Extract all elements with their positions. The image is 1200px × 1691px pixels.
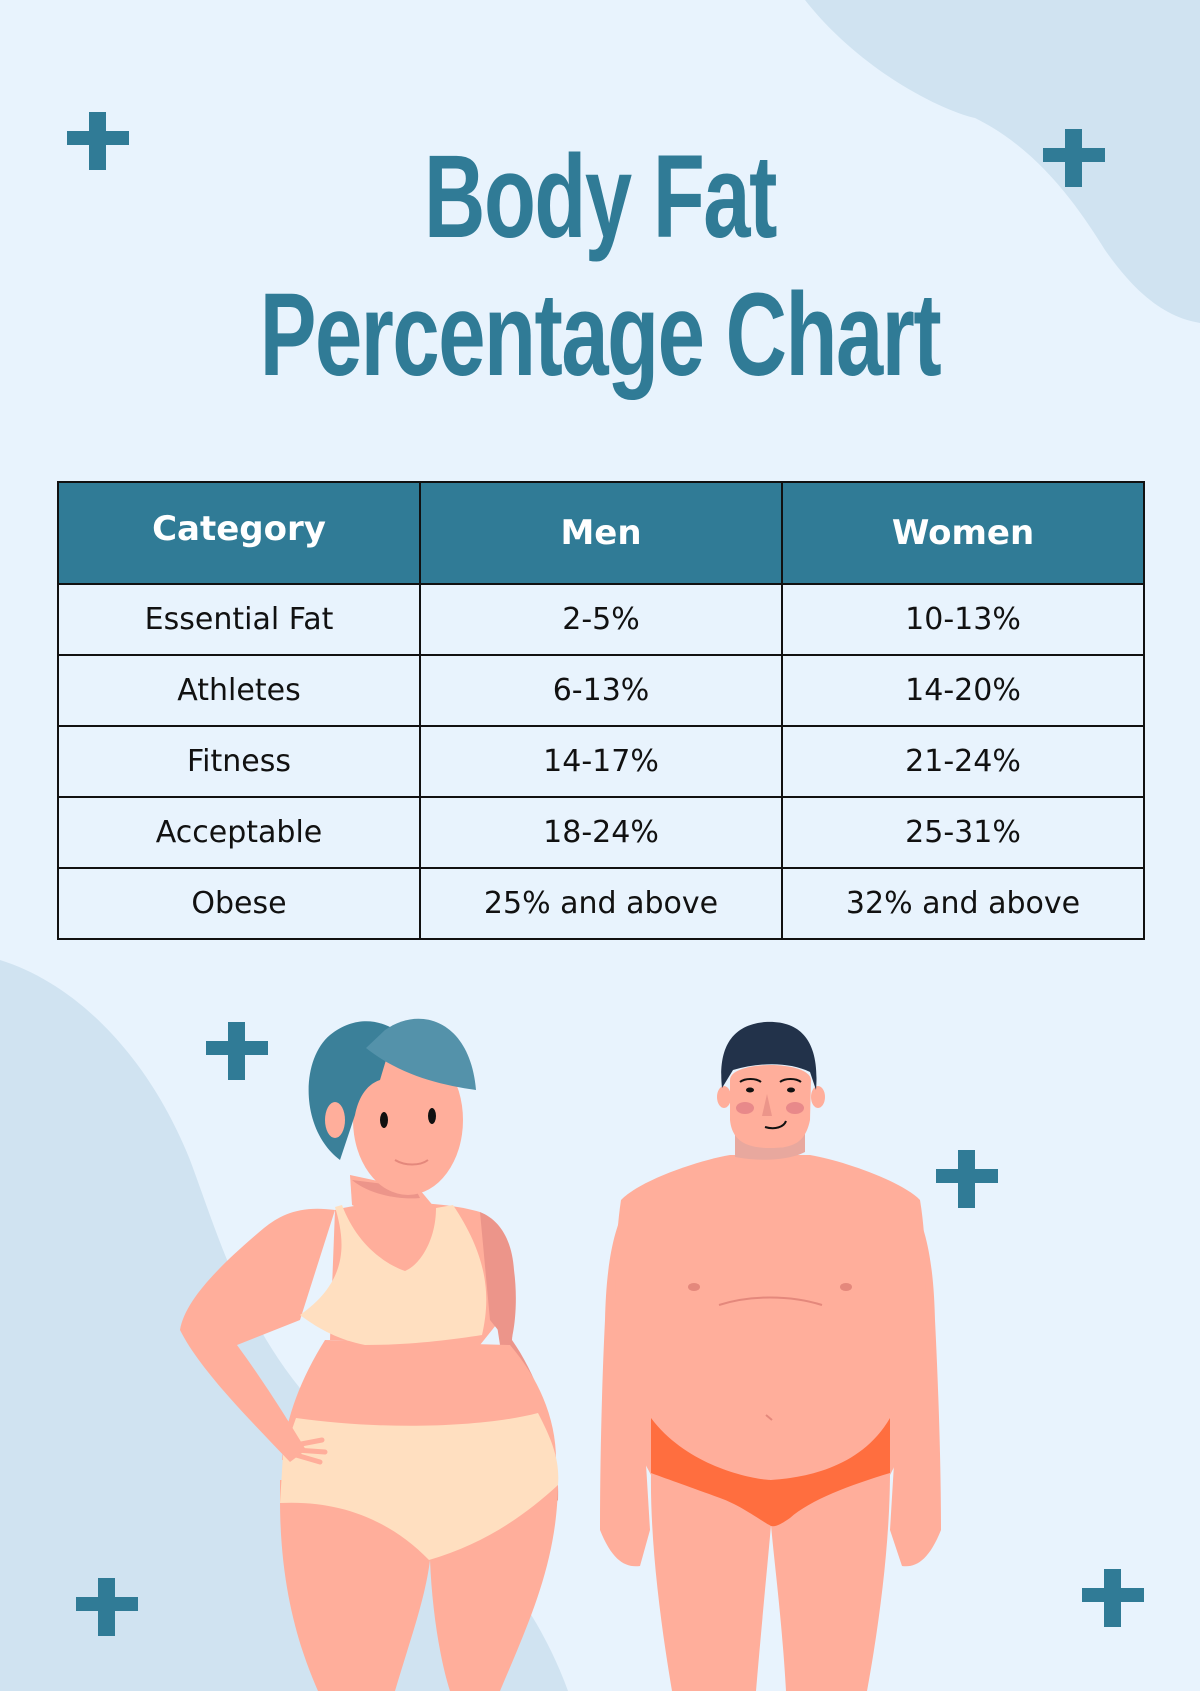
page-title: Body Fat Percentage Chart [168,128,1032,404]
cell-men: 14-17% [419,725,783,798]
cell-women: 32% and above [781,867,1145,940]
table-row: Acceptable 18-24% 25-31% [57,796,1145,869]
table-row: Athletes 6-13% 14-20% [57,654,1145,727]
plus-icon [206,1022,268,1080]
cell-men: 6-13% [419,654,783,727]
plus-icon [76,1578,138,1636]
cell-category: Athletes [57,654,421,727]
cell-category: Essential Fat [57,583,421,656]
cell-category: Obese [57,867,421,940]
top-right-blob [805,0,1200,323]
title-line-1: Body Fat [424,131,777,263]
cell-men: 18-24% [419,796,783,869]
plus-icon [1043,129,1105,187]
cell-category: Fitness [57,725,421,798]
cell-men: 2-5% [419,583,783,656]
plus-icon [936,1150,998,1208]
cell-women: 10-13% [781,583,1145,656]
cell-men: 25% and above [419,867,783,940]
plus-icon [67,112,129,170]
table-row: Fitness 14-17% 21-24% [57,725,1145,798]
header-women: Women [781,481,1145,585]
cell-category: Acceptable [57,796,421,869]
table-row: Obese 25% and above 32% and above [57,867,1145,940]
cell-women: 25-31% [781,796,1145,869]
header-men: Men [419,481,783,585]
body-fat-table: Category Men Women Essential Fat 2-5% 10… [57,481,1145,940]
title-line-2: Percentage Chart [259,269,942,401]
cell-women: 21-24% [781,725,1145,798]
plus-icon [1082,1569,1144,1627]
cell-women: 14-20% [781,654,1145,727]
header-category: Category [57,481,421,585]
table-row: Essential Fat 2-5% 10-13% [57,583,1145,656]
table-header-row: Category Men Women [57,481,1145,585]
